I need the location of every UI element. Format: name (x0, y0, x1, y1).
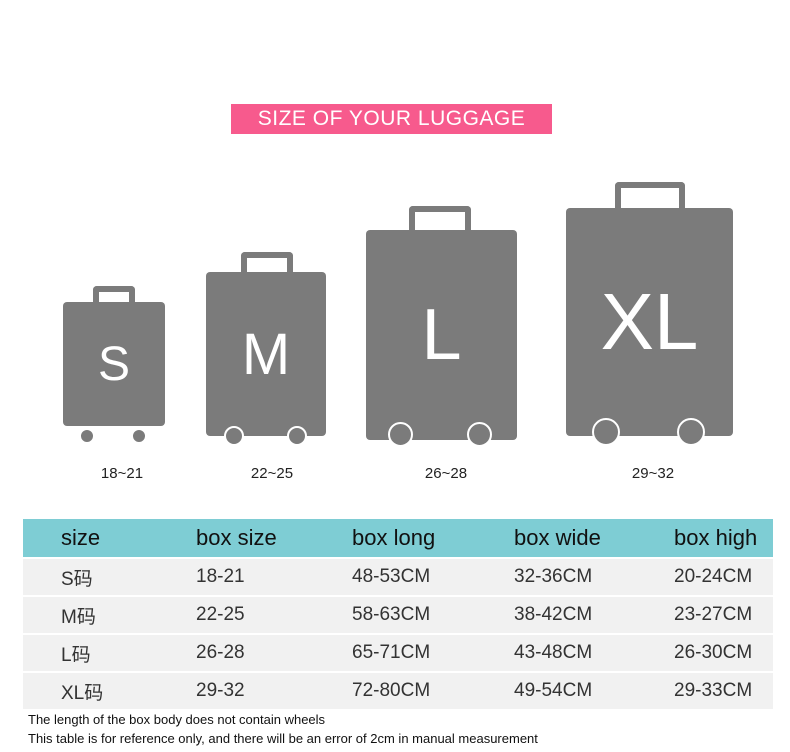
cell-size: L码 (23, 633, 196, 672)
header-box-wide: box wide (514, 519, 674, 558)
cell-box-size: 26-28 (196, 633, 352, 672)
header-box-size: box size (196, 519, 352, 558)
table-row: S码 18-21 48-53CM 32-36CM 20-24CM (23, 557, 773, 596)
cell-box-high: 20-24CM (674, 557, 773, 596)
suitcase-letter: S (97, 337, 130, 391)
table-header-row: size box size box long box wide box high (23, 519, 773, 558)
cell-box-high: 29-33CM (674, 671, 773, 709)
size-range-label: 26~28 (424, 465, 468, 482)
header-size: size (23, 519, 196, 558)
suitcase-letter: L (421, 295, 462, 375)
table-row: XL码 29-32 72-80CM 49-54CM 29-33CM (23, 671, 773, 709)
cell-size: S码 (23, 557, 196, 596)
cell-size: M码 (23, 595, 196, 634)
page-title: SIZE OF YOUR LUGGAGE (257, 107, 526, 130)
suitcase-letter: XL (600, 277, 699, 366)
size-range-label: 29~32 (631, 465, 675, 482)
cell-box-size: 22-25 (196, 595, 352, 634)
cell-box-wide: 49-54CM (514, 671, 674, 709)
cell-box-long: 48-53CM (352, 557, 514, 596)
suitcase-m-icon: M (206, 252, 326, 448)
suitcase-l-icon: L (366, 206, 517, 448)
title-banner: SIZE OF YOUR LUGGAGE (231, 104, 552, 134)
header-box-high: box high (674, 519, 773, 558)
size-range-label: 18~21 (100, 465, 144, 482)
table-row: L码 26-28 65-71CM 43-48CM 26-30CM (23, 633, 773, 672)
suitcase-letter: M (241, 321, 291, 387)
cell-box-size: 18-21 (196, 557, 352, 596)
note-line: This table is for reference only, and th… (28, 731, 538, 746)
cell-box-long: 65-71CM (352, 633, 514, 672)
suitcase-s-icon: S (63, 286, 165, 446)
cell-box-high: 26-30CM (674, 633, 773, 672)
cell-box-wide: 43-48CM (514, 633, 674, 672)
size-range-label: 22~25 (250, 465, 294, 482)
notes: The length of the box body does not cont… (28, 710, 538, 748)
cell-box-size: 29-32 (196, 671, 352, 709)
header-box-long: box long (352, 519, 514, 558)
cell-box-high: 23-27CM (674, 595, 773, 634)
cell-box-wide: 38-42CM (514, 595, 674, 634)
cell-size: XL码 (23, 671, 196, 709)
cell-box-long: 72-80CM (352, 671, 514, 709)
cell-box-wide: 32-36CM (514, 557, 674, 596)
cell-box-long: 58-63CM (352, 595, 514, 634)
note-line: The length of the box body does not cont… (28, 712, 326, 727)
suitcase-xl-icon: XL (566, 182, 733, 448)
table-row: M码 22-25 58-63CM 38-42CM 23-27CM (23, 595, 773, 634)
size-table: size box size box long box wide box high… (23, 519, 773, 709)
